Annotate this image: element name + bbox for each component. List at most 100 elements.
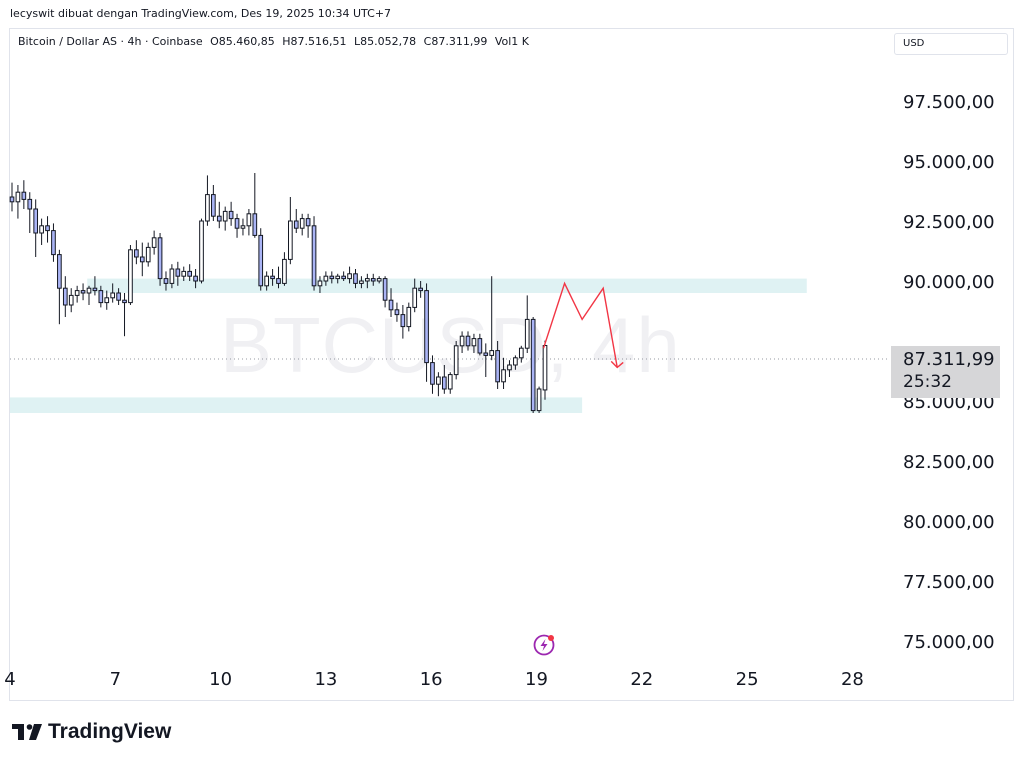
candle-body bbox=[39, 225, 44, 234]
candle bbox=[329, 271, 335, 284]
x-axis: 4 7 10 13 16 19 22 25 28 bbox=[4, 669, 864, 690]
brand-name: TradingView bbox=[48, 720, 172, 743]
candle-body bbox=[175, 268, 181, 277]
candle-body bbox=[9, 196, 15, 203]
legend-open: O85.460,85 bbox=[210, 35, 275, 48]
candle-body bbox=[441, 376, 447, 390]
candle-body bbox=[139, 256, 145, 263]
candle bbox=[80, 283, 86, 301]
candle bbox=[68, 288, 74, 313]
candle bbox=[394, 302, 400, 322]
candle bbox=[39, 218, 44, 245]
candle-body bbox=[258, 234, 264, 287]
candle bbox=[323, 271, 329, 286]
candle-body bbox=[27, 198, 33, 210]
projection-path bbox=[542, 281, 618, 368]
candle bbox=[507, 360, 512, 377]
candle-body bbox=[536, 388, 542, 412]
candle-body bbox=[518, 347, 524, 359]
candle-body bbox=[193, 275, 198, 282]
candle bbox=[471, 333, 477, 353]
candle bbox=[489, 276, 495, 361]
x-tick-label: 19 bbox=[525, 669, 548, 690]
candle bbox=[240, 218, 246, 236]
candle-body bbox=[122, 299, 127, 304]
currency-selector[interactable]: USD bbox=[894, 33, 1008, 55]
candle bbox=[353, 269, 358, 289]
alert-icon bbox=[533, 634, 555, 656]
candle bbox=[163, 271, 169, 291]
candle-body bbox=[542, 345, 548, 391]
candle bbox=[400, 305, 406, 339]
candle-body bbox=[412, 287, 418, 308]
candle-body bbox=[128, 249, 133, 304]
candle bbox=[211, 185, 216, 221]
candle-body bbox=[252, 213, 258, 236]
candle bbox=[145, 242, 151, 267]
candle-body bbox=[483, 352, 489, 356]
candle bbox=[104, 290, 110, 310]
candle-body bbox=[187, 270, 193, 277]
candle-body bbox=[276, 278, 281, 284]
candle bbox=[21, 180, 27, 209]
ohlc-legend[interactable]: Bitcoin / Dollar AS · 4h · Coinbase O85.… bbox=[18, 35, 533, 48]
candle bbox=[246, 209, 252, 236]
candle bbox=[134, 240, 139, 265]
candle bbox=[45, 216, 50, 243]
legend-symbol[interactable]: Bitcoin / Dollar AS · 4h · Coinbase bbox=[18, 35, 203, 48]
candle bbox=[542, 340, 548, 400]
candle bbox=[258, 228, 264, 291]
candle-body bbox=[311, 225, 317, 287]
candle-body bbox=[341, 275, 346, 280]
chart-frame bbox=[9, 28, 1014, 701]
candle bbox=[412, 278, 418, 313]
candle-body bbox=[240, 225, 246, 229]
candle bbox=[376, 276, 382, 284]
candle-body bbox=[436, 376, 441, 385]
tradingview-logo[interactable]: TradingView bbox=[12, 720, 171, 744]
candle bbox=[388, 288, 394, 317]
y-tick-label: 92.500,00 bbox=[903, 212, 995, 233]
candle-body bbox=[222, 210, 228, 222]
x-tick-label: 10 bbox=[209, 669, 232, 690]
candle bbox=[359, 276, 364, 289]
candle bbox=[270, 269, 275, 286]
chart-caption: lecyswit dibuat dengan TradingView.com, … bbox=[10, 7, 392, 20]
candle bbox=[364, 273, 370, 289]
candle-body bbox=[447, 374, 453, 390]
candle bbox=[341, 271, 346, 281]
candle-body bbox=[92, 287, 98, 292]
candle bbox=[382, 276, 388, 308]
candle-body bbox=[394, 309, 400, 316]
candle bbox=[370, 273, 376, 286]
candle bbox=[15, 185, 21, 219]
candle-body bbox=[370, 278, 376, 282]
x-tick-label: 4 bbox=[4, 669, 15, 690]
y-tick-label: 95.000,00 bbox=[903, 152, 995, 173]
candle bbox=[187, 264, 193, 281]
candle bbox=[501, 357, 506, 389]
candle-body bbox=[211, 194, 216, 217]
candle-body bbox=[33, 208, 39, 234]
candle-body bbox=[282, 258, 287, 284]
candle-body bbox=[270, 275, 275, 280]
candle-body bbox=[524, 318, 530, 349]
candle-body bbox=[51, 230, 56, 256]
candle bbox=[447, 372, 453, 394]
candle-body bbox=[465, 335, 471, 347]
candle-body bbox=[323, 275, 329, 282]
candle-body bbox=[335, 275, 341, 280]
legend-close: C87.311,99 bbox=[423, 35, 488, 48]
candle-body bbox=[98, 290, 104, 304]
candle bbox=[9, 182, 15, 212]
candle-body bbox=[169, 268, 175, 284]
candle-body bbox=[347, 273, 352, 280]
legend-volume: Vol1 K bbox=[494, 35, 530, 48]
candle-body bbox=[477, 338, 483, 354]
candle bbox=[518, 345, 524, 363]
candle-body bbox=[216, 215, 222, 222]
candle bbox=[430, 355, 435, 394]
projection-arrowhead bbox=[610, 360, 624, 369]
legend-low: L85.052,78 bbox=[354, 35, 417, 48]
